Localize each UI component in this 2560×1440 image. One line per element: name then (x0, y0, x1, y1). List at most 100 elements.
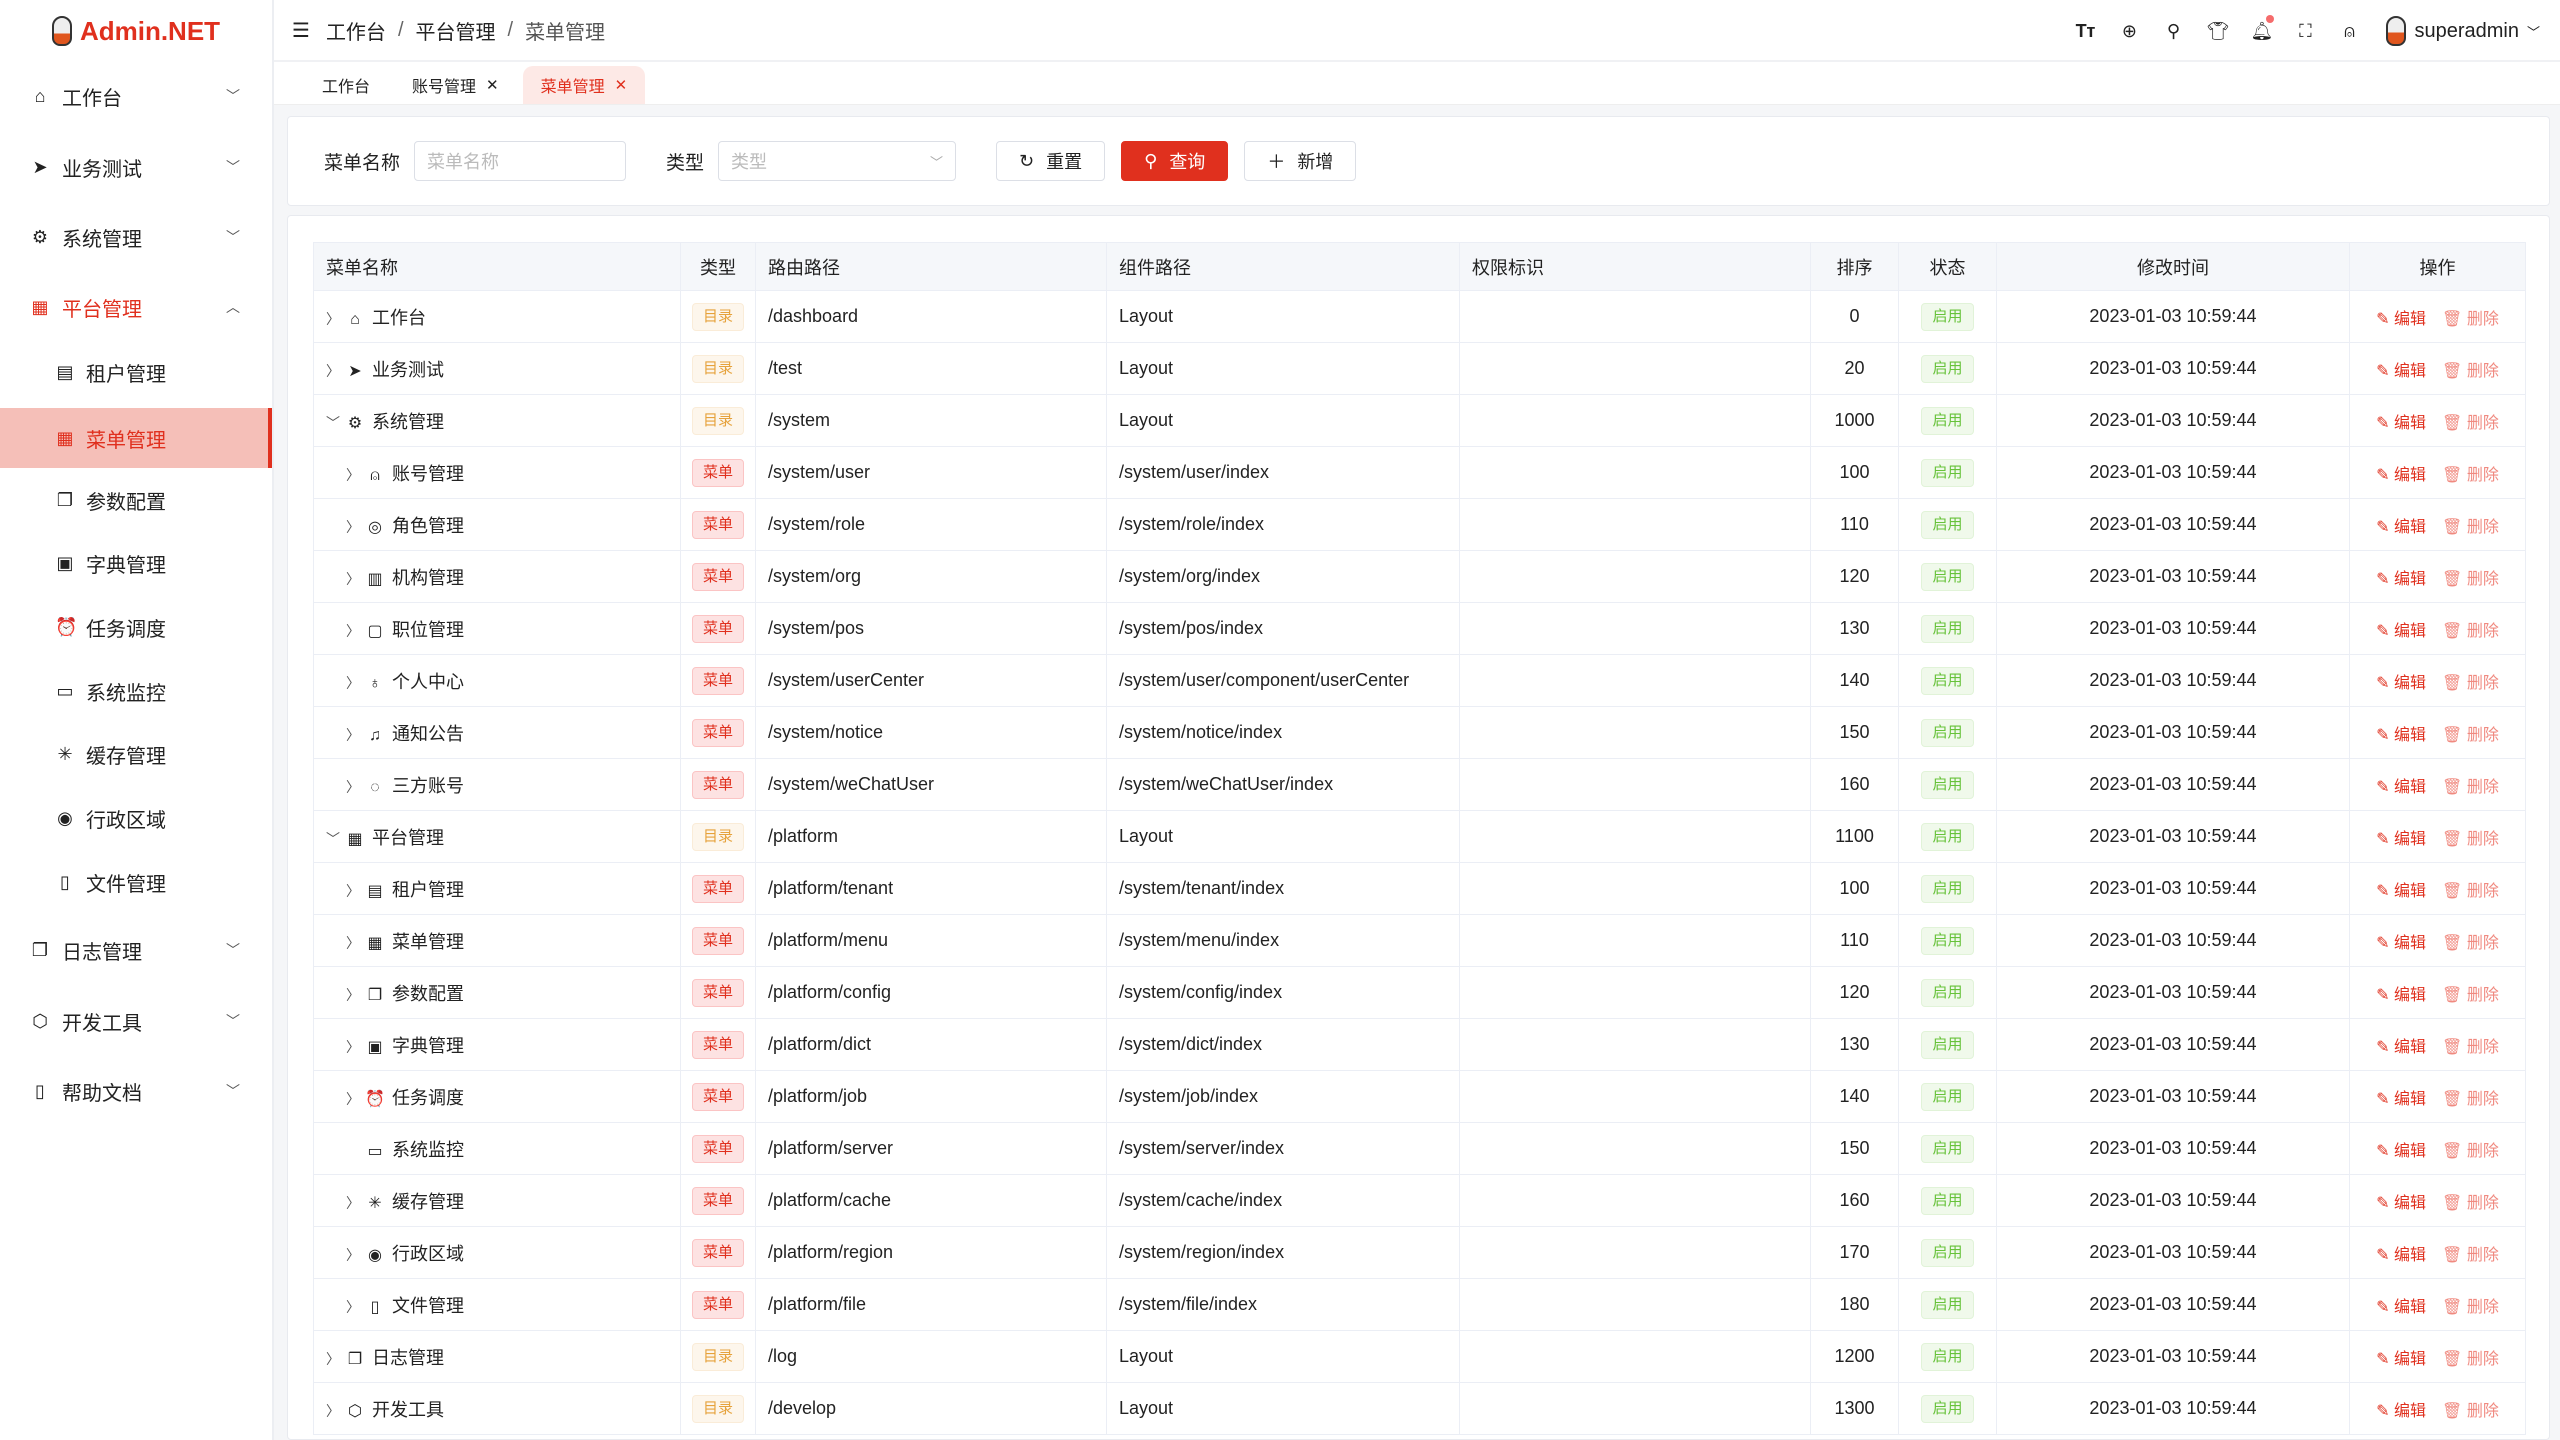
delete-button[interactable]: 🗑︎ 删除 (2442, 987, 2499, 1004)
chevron-right-icon[interactable]: 〉 (326, 1350, 340, 1367)
edit-button[interactable]: ✎ 编辑 (2376, 1195, 2426, 1212)
delete-button[interactable]: 🗑︎ 删除 (2442, 1091, 2499, 1108)
user-menu[interactable]: superadmin ﹀ (2386, 16, 2540, 46)
chevron-right-icon[interactable]: 〉 (346, 778, 360, 795)
chevron-right-icon[interactable]: 〉 (346, 622, 360, 639)
chevron-right-icon[interactable]: 〉 (346, 1246, 360, 1263)
edit-button[interactable]: ✎ 编辑 (2376, 1299, 2426, 1316)
delete-button[interactable]: 🗑︎ 删除 (2442, 363, 2499, 380)
delete-button[interactable]: 🗑︎ 删除 (2442, 1195, 2499, 1212)
delete-button[interactable]: 🗑︎ 删除 (2442, 1403, 2499, 1420)
delete-button[interactable]: 🗑︎ 删除 (2442, 1247, 2499, 1264)
query-button[interactable]: ⚲ 查询 (1121, 141, 1229, 181)
edit-button[interactable]: ✎ 编辑 (2376, 415, 2426, 432)
chevron-right-icon[interactable]: 〉 (346, 726, 360, 743)
delete-button[interactable]: 🗑︎ 删除 (2442, 1143, 2499, 1160)
delete-button[interactable]: 🗑︎ 删除 (2442, 467, 2499, 484)
edit-button[interactable]: ✎ 编辑 (2376, 935, 2426, 952)
chevron-down-icon[interactable]: ﹀ (326, 830, 340, 847)
edit-button[interactable]: ✎ 编辑 (2376, 883, 2426, 900)
chevron-right-icon[interactable]: 〉 (346, 1038, 360, 1055)
tab-dashboard[interactable]: 工作台 (304, 66, 388, 104)
chevron-right-icon[interactable]: 〉 (346, 674, 360, 691)
sidebar-item[interactable]: ⏰ 任务调度 (0, 597, 272, 657)
chevron-right-icon[interactable]: 〉 (346, 986, 360, 1003)
edit-button[interactable]: ✎ 编辑 (2376, 675, 2426, 692)
sidebar-item[interactable]: ▯ 帮助文档 ﹀ (0, 1061, 272, 1121)
edit-button[interactable]: ✎ 编辑 (2376, 363, 2426, 380)
search-icon[interactable]: ⚲ (2166, 20, 2181, 41)
tab-menu[interactable]: 菜单管理 ✕ (522, 66, 646, 104)
sidebar-item[interactable]: ▦ 平台管理 ︿ (0, 277, 272, 337)
chevron-right-icon[interactable]: 〉 (346, 518, 360, 535)
chevron-right-icon[interactable]: 〉 (346, 1298, 360, 1315)
delete-button[interactable]: 🗑︎ 删除 (2442, 883, 2499, 900)
edit-button[interactable]: ✎ 编辑 (2376, 623, 2426, 640)
edit-button[interactable]: ✎ 编辑 (2376, 987, 2426, 1004)
chevron-right-icon[interactable]: 〉 (346, 466, 360, 483)
chevron-right-icon[interactable]: 〉 (346, 570, 360, 587)
breadcrumb-item[interactable]: 平台管理 (415, 21, 496, 44)
edit-button[interactable]: ✎ 编辑 (2376, 1143, 2426, 1160)
edit-button[interactable]: ✎ 编辑 (2376, 727, 2426, 744)
logo[interactable]: Admin.NET (0, 0, 272, 62)
add-button[interactable]: ＋ 新增 (1244, 141, 1357, 181)
menu-name-input[interactable]: 菜单名称 (414, 141, 627, 181)
sidebar-item[interactable]: ⚙ 系统管理 ﹀ (0, 207, 272, 267)
edit-button[interactable]: ✎ 编辑 (2376, 831, 2426, 848)
sidebar-item[interactable]: ▣ 字典管理 (0, 533, 272, 593)
sidebar-item[interactable]: ❐ 日志管理 ﹀ (0, 920, 272, 980)
reset-button[interactable]: ↻ 重置 (996, 141, 1106, 181)
sidebar-item[interactable]: ➤ 业务测试 ﹀ (0, 137, 272, 197)
edit-button[interactable]: ✎ 编辑 (2376, 1351, 2426, 1368)
theme-shirt-icon[interactable]: 👕︎ (2206, 20, 2230, 41)
fullscreen-icon[interactable]: ⛶ (2299, 20, 2312, 41)
edit-button[interactable]: ✎ 编辑 (2376, 1039, 2426, 1056)
delete-button[interactable]: 🗑︎ 删除 (2442, 831, 2499, 848)
bell-icon[interactable]: 🔔︎ (2250, 14, 2275, 42)
menu-fold-icon[interactable]: ☰ (292, 19, 310, 42)
sidebar-item[interactable]: ▤ 租户管理 (0, 342, 272, 402)
sidebar-item[interactable]: ▭ 系统监控 (0, 661, 272, 721)
delete-button[interactable]: 🗑︎ 删除 (2442, 935, 2499, 952)
sidebar-item[interactable]: ◉ 行政区域 (0, 788, 272, 848)
edit-button[interactable]: ✎ 编辑 (2376, 1403, 2426, 1420)
edit-button[interactable]: ✎ 编辑 (2376, 519, 2426, 536)
edit-button[interactable]: ✎ 编辑 (2376, 571, 2426, 588)
chevron-right-icon[interactable]: 〉 (326, 310, 340, 327)
delete-button[interactable]: 🗑︎ 删除 (2442, 311, 2499, 328)
chevron-right-icon[interactable]: 〉 (346, 1194, 360, 1211)
chevron-right-icon[interactable]: 〉 (346, 934, 360, 951)
breadcrumb-item[interactable]: 工作台 (325, 21, 386, 44)
edit-button[interactable]: ✎ 编辑 (2376, 467, 2426, 484)
language-icon[interactable]: ⊕ (2121, 20, 2138, 41)
delete-button[interactable]: 🗑︎ 删除 (2442, 623, 2499, 640)
chevron-right-icon[interactable]: 〉 (326, 362, 340, 379)
delete-button[interactable]: 🗑︎ 删除 (2442, 727, 2499, 744)
delete-button[interactable]: 🗑︎ 删除 (2442, 675, 2499, 692)
edit-button[interactable]: ✎ 编辑 (2376, 779, 2426, 796)
close-icon[interactable]: ✕ (614, 77, 628, 94)
delete-button[interactable]: 🗑︎ 删除 (2442, 1299, 2499, 1316)
user-icon[interactable]: ⍝ (2344, 20, 2355, 41)
tab-account[interactable]: 账号管理 ✕ (394, 66, 517, 104)
sidebar-item[interactable]: ⌂ 工作台 ﹀ (0, 66, 272, 126)
sidebar-item[interactable]: ❐ 参数配置 (0, 470, 272, 530)
delete-button[interactable]: 🗑︎ 删除 (2442, 571, 2499, 588)
sidebar-item[interactable]: ▯ 文件管理 (0, 852, 272, 912)
delete-button[interactable]: 🗑︎ 删除 (2442, 415, 2499, 432)
delete-button[interactable]: 🗑︎ 删除 (2442, 519, 2499, 536)
sidebar-item[interactable]: ✳ 缓存管理 (0, 724, 272, 784)
font-size-icon[interactable]: Tт (2075, 20, 2096, 41)
chevron-right-icon[interactable]: 〉 (346, 882, 360, 899)
edit-button[interactable]: ✎ 编辑 (2376, 311, 2426, 328)
chevron-down-icon[interactable]: ﹀ (326, 414, 340, 431)
chevron-right-icon[interactable]: 〉 (326, 1402, 340, 1419)
delete-button[interactable]: 🗑︎ 删除 (2442, 779, 2499, 796)
edit-button[interactable]: ✎ 编辑 (2376, 1247, 2426, 1264)
edit-button[interactable]: ✎ 编辑 (2376, 1091, 2426, 1108)
type-select[interactable]: 类型 ﹀ (718, 141, 957, 181)
sidebar-item[interactable]: ⬡ 开发工具 ﹀ (0, 991, 272, 1051)
delete-button[interactable]: 🗑︎ 删除 (2442, 1351, 2499, 1368)
delete-button[interactable]: 🗑︎ 删除 (2442, 1039, 2499, 1056)
